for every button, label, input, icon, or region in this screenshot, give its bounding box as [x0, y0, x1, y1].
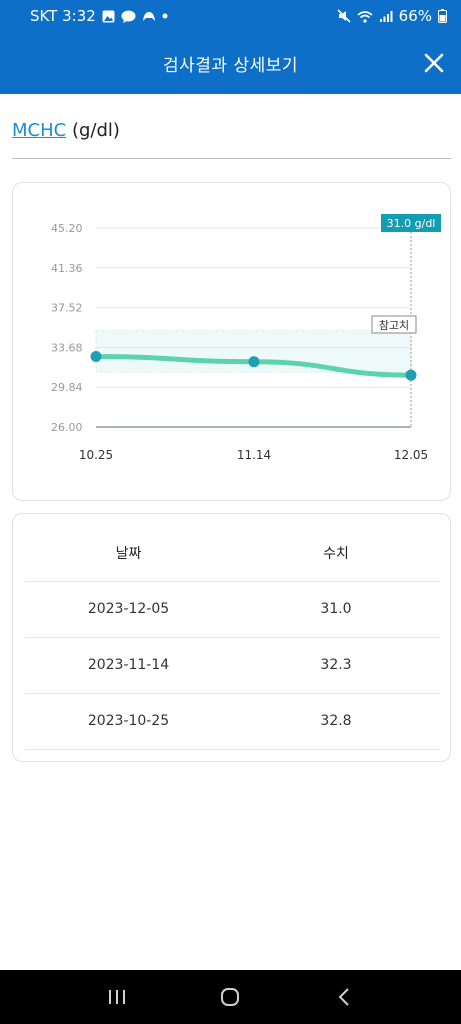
- y-tick-label: 29.84: [51, 381, 83, 394]
- header-value: 수치: [232, 526, 440, 582]
- y-tick-label: 45.20: [51, 222, 83, 235]
- trend-chart: 26.00 29.84 33.68 37.52 41.36 45.20 10.25 11.14…: [51, 214, 441, 462]
- system-nav-bar: [0, 970, 461, 1024]
- battery-icon: [438, 9, 447, 23]
- tooltip-text: 31.0 g/dl: [387, 217, 436, 230]
- test-heading: MCHC (g/dl): [12, 120, 120, 141]
- x-tick-label: 11.14: [237, 448, 271, 462]
- table-row: 2023-12-05 31.0: [25, 581, 440, 638]
- results-table: 날짜 수치 2023-12-05 31.0 2023-11-14 32.3 20…: [25, 526, 440, 750]
- recent-apps-button[interactable]: [97, 977, 137, 1017]
- row-value: 32.3: [232, 637, 440, 694]
- wifi-icon: [357, 10, 373, 23]
- signal-icon: [379, 10, 393, 22]
- table-header-row: 날짜 수치: [25, 526, 440, 582]
- talk-icon: [121, 10, 136, 23]
- table-row: 2023-10-25 32.8: [25, 693, 440, 750]
- table-row: 2023-11-14 32.3: [25, 637, 440, 694]
- home-button[interactable]: [210, 977, 250, 1017]
- reference-label-box: [371, 315, 417, 334]
- back-button[interactable]: [324, 977, 364, 1017]
- y-tick-label: 41.36: [51, 262, 83, 275]
- test-unit: (g/dl): [71, 120, 120, 141]
- page-title: 검사결과 상세보기: [162, 55, 299, 76]
- results-card: 날짜 수치 2023-12-05 31.0 2023-11-14 32.3 20…: [12, 513, 451, 762]
- x-tick-label: 10.25: [79, 448, 113, 462]
- y-tick-label: 26.00: [51, 421, 83, 434]
- battery-percent: 66%: [398, 7, 432, 25]
- row-value: 31.0: [232, 581, 440, 638]
- app-bar: 검사결과 상세보기: [0, 32, 461, 94]
- header-date: 날짜: [25, 526, 232, 582]
- y-tick-label: 37.52: [51, 302, 83, 315]
- tooltip-box: [381, 214, 441, 232]
- data-point: [90, 351, 102, 363]
- home-icon: [221, 988, 240, 1006]
- data-point: [248, 356, 260, 368]
- reference-label: 참고치: [379, 319, 409, 332]
- y-tick-label: 33.68: [51, 341, 83, 354]
- status-right: 66%: [337, 7, 447, 25]
- close-button[interactable]: [421, 50, 447, 76]
- mute-icon: [337, 9, 351, 23]
- reference-band: [95, 330, 412, 373]
- x-tick-label: 12.05: [394, 448, 428, 462]
- row-value: 32.8: [232, 693, 440, 750]
- recent-apps-icon: [108, 990, 125, 1004]
- row-date: 2023-12-05: [25, 581, 232, 638]
- heading-divider: [12, 158, 451, 159]
- game-icon: [142, 11, 155, 21]
- chart-card: 26.00 29.84 33.68 37.52 41.36 45.20 10.25 11.14…: [12, 182, 451, 501]
- gallery-icon: [102, 10, 115, 22]
- row-date: 2023-11-14: [25, 637, 232, 694]
- back-icon: [338, 988, 349, 1006]
- row-date: 2023-10-25: [25, 693, 232, 750]
- status-bar: SKT 3:32 66%: [0, 0, 461, 32]
- dot-icon: [162, 13, 168, 19]
- status-left: SKT 3:32: [30, 7, 168, 25]
- test-name-link[interactable]: MCHC: [12, 120, 67, 141]
- close-icon: [424, 53, 444, 73]
- data-point: [405, 369, 417, 381]
- carrier-time: SKT 3:32: [30, 7, 96, 25]
